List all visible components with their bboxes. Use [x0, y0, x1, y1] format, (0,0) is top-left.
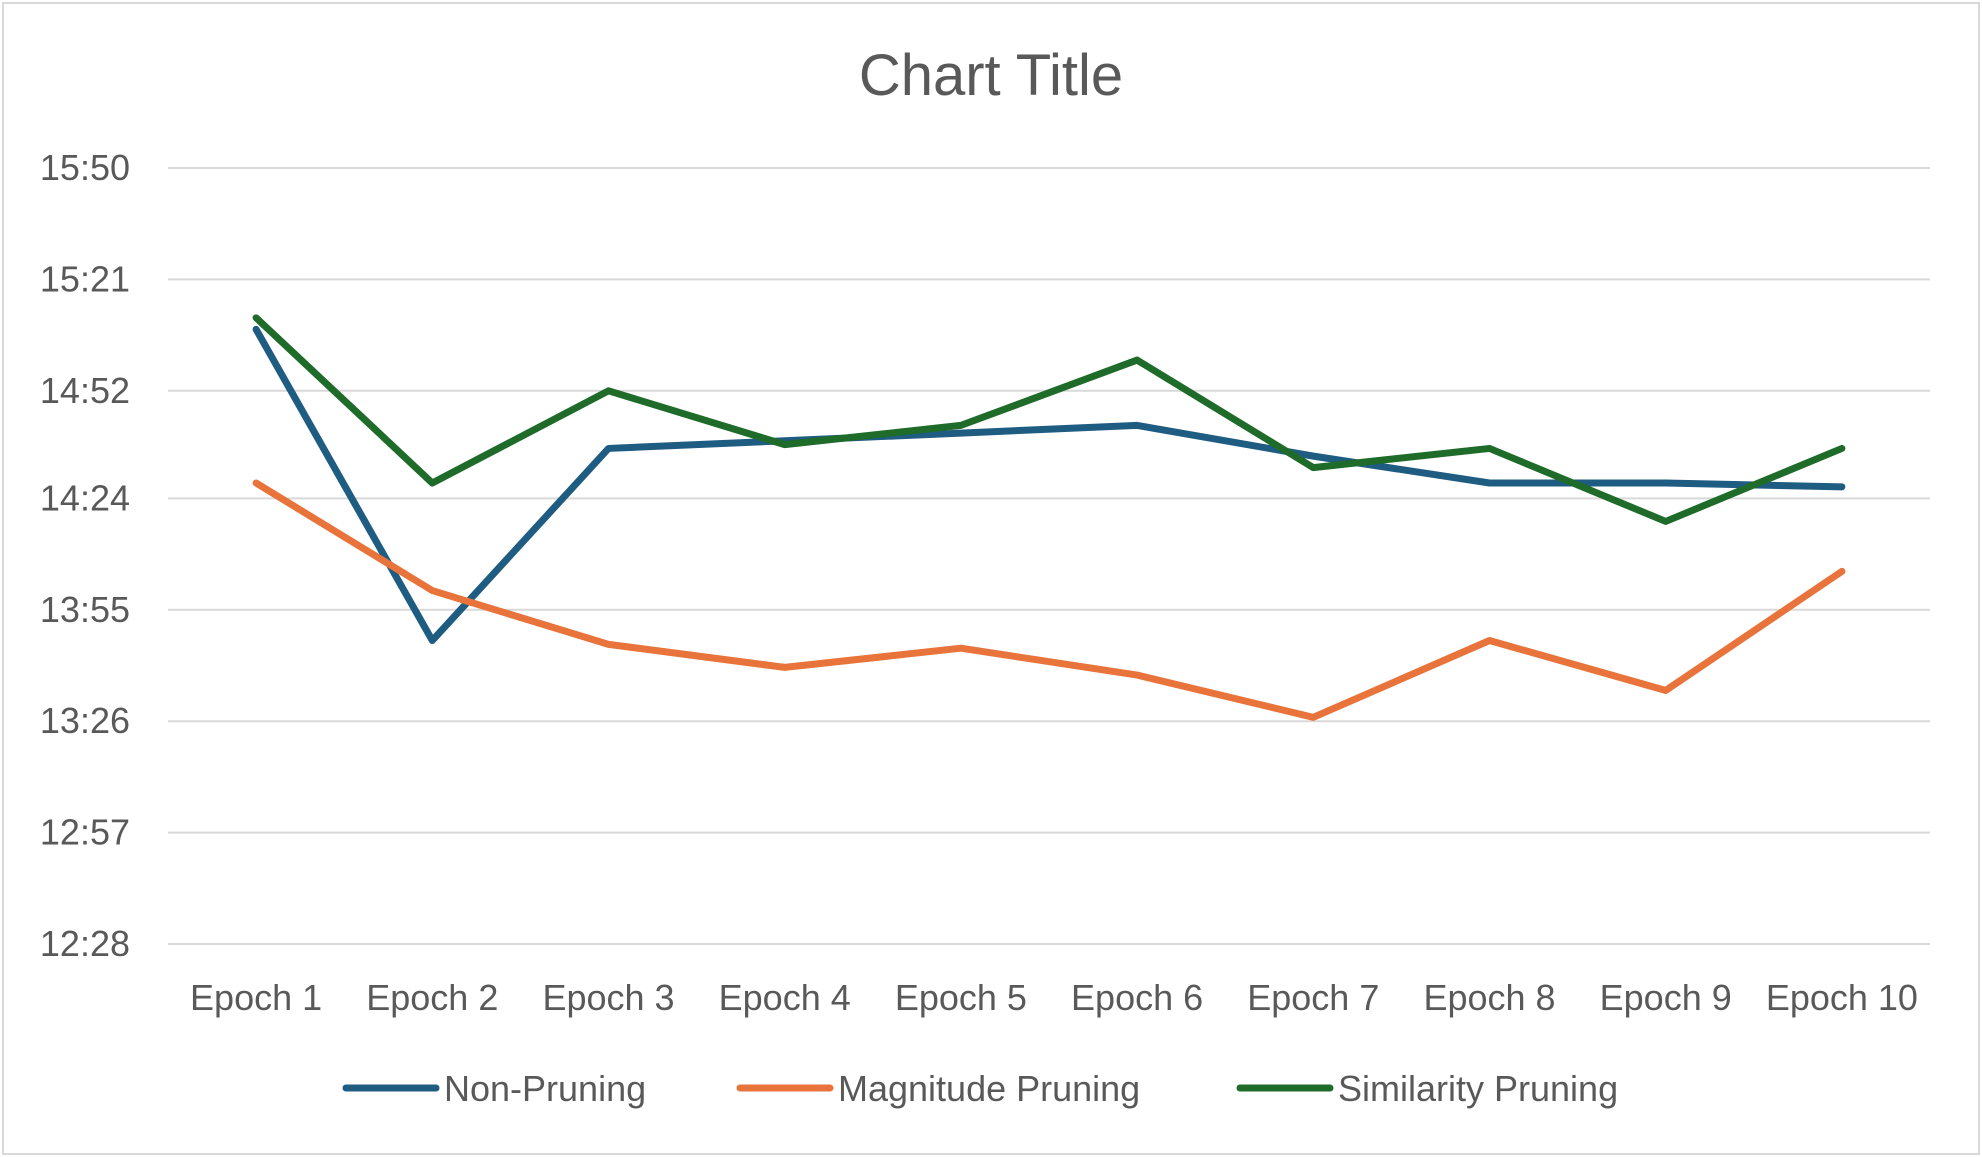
y-tick-label: 14:52	[40, 370, 130, 411]
x-tick-label: Epoch 4	[719, 977, 851, 1018]
series-line-similarity-pruning	[252, 314, 1846, 525]
y-tick-label: 12:28	[40, 923, 130, 964]
legend: Non-Pruning Magnitude Pruning Similarity P…	[342, 1068, 1618, 1109]
data-point	[1488, 447, 1491, 450]
data-point	[255, 328, 258, 331]
data-point	[1840, 485, 1843, 488]
y-tick-label: 13:26	[40, 700, 130, 741]
data-point	[783, 666, 786, 669]
data-point	[1312, 466, 1315, 469]
data-point	[1664, 482, 1667, 485]
data-point	[959, 424, 962, 427]
x-tick-label: Epoch 6	[1071, 977, 1203, 1018]
legend-label: Magnitude Pruning	[838, 1068, 1140, 1109]
data-point	[255, 316, 258, 319]
x-tick-label: Epoch 8	[1423, 977, 1555, 1018]
series-lines	[252, 314, 1846, 721]
data-point	[431, 482, 434, 485]
x-tick-label: Epoch 7	[1247, 977, 1379, 1018]
y-tick-label: 14:24	[40, 477, 130, 518]
data-point	[607, 447, 610, 450]
data-point	[1312, 455, 1315, 458]
y-tick-label: 15:50	[40, 147, 130, 188]
x-tick-label: Epoch 5	[895, 977, 1027, 1018]
chart-title: Chart Title	[859, 43, 1123, 108]
series-line-non-pruning	[252, 325, 1846, 645]
data-point	[1312, 716, 1315, 719]
data-point	[1488, 639, 1491, 642]
legend-label: Similarity Pruning	[1338, 1068, 1618, 1109]
data-point	[1136, 424, 1139, 427]
y-tick-label: 15:21	[40, 258, 130, 299]
data-point	[1664, 689, 1667, 692]
data-point	[607, 389, 610, 392]
x-tick-label: Epoch 2	[366, 977, 498, 1018]
x-tick-label: Epoch 1	[190, 977, 322, 1018]
y-tick-label: 13:55	[40, 589, 130, 630]
x-tick-label: Epoch 3	[542, 977, 674, 1018]
data-point	[1664, 520, 1667, 523]
y-axis-ticks: 12:28 12:57 13:26 13:55 14:24 14:52 15:21 15:50	[40, 147, 130, 964]
data-point	[783, 443, 786, 446]
y-tick-label: 12:57	[40, 812, 130, 853]
x-tick-label: Epoch 10	[1766, 977, 1918, 1018]
x-axis-ticks: Epoch 1 Epoch 2 Epoch 3 Epoch 4 Epoch 5 Epoch…	[190, 977, 1918, 1018]
data-point	[1840, 570, 1843, 573]
data-point	[255, 482, 258, 485]
data-point	[1488, 482, 1491, 485]
series-line-magnitude-pruning	[252, 479, 1846, 721]
data-point	[959, 647, 962, 650]
data-point	[1840, 447, 1843, 450]
data-point	[431, 639, 434, 642]
data-point	[1136, 359, 1139, 362]
data-point	[431, 589, 434, 592]
gridlines	[168, 167, 1930, 945]
x-tick-label: Epoch 9	[1600, 977, 1732, 1018]
legend-label: Non-Pruning	[444, 1068, 646, 1109]
data-point	[959, 432, 962, 435]
data-point	[1136, 674, 1139, 677]
data-point	[607, 643, 610, 646]
